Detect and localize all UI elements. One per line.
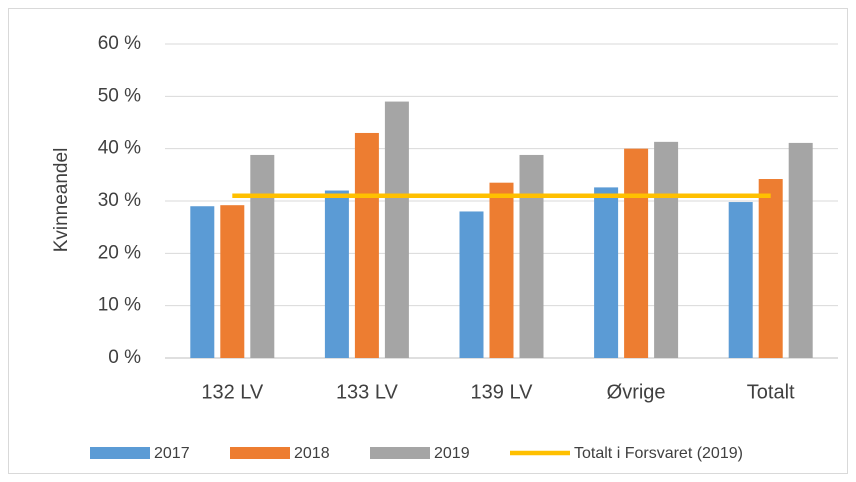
y-tick-label: 50 % xyxy=(98,85,141,106)
x-tick-label: Totalt xyxy=(747,381,795,403)
bar xyxy=(788,142,813,358)
bar xyxy=(594,187,619,358)
x-tick-label: 133 LV xyxy=(336,381,399,403)
bar xyxy=(190,206,215,358)
bar xyxy=(250,154,275,358)
legend-label: 2018 xyxy=(294,445,330,462)
bar xyxy=(519,154,544,358)
bar xyxy=(459,211,484,358)
legend-label: 2017 xyxy=(154,445,190,462)
legend-swatch xyxy=(370,447,430,459)
bar xyxy=(220,205,245,358)
legend-swatch xyxy=(230,447,290,459)
legend-label: Totalt i Forsvaret (2019) xyxy=(574,445,743,462)
x-tick-label: 132 LV xyxy=(201,381,264,403)
y-axis-label: Kvinneandel xyxy=(51,148,72,253)
bar xyxy=(354,132,379,358)
legend-label: 2019 xyxy=(434,445,470,462)
y-tick-label: 20 % xyxy=(98,242,141,263)
legend-swatch xyxy=(90,447,150,459)
bar xyxy=(384,101,409,359)
y-tick-label: 0 % xyxy=(108,347,141,368)
y-tick-label: 30 % xyxy=(98,190,141,211)
bar xyxy=(728,202,753,358)
y-tick-label: 10 % xyxy=(98,295,141,316)
bar xyxy=(489,182,514,358)
y-tick-label: 40 % xyxy=(98,138,141,159)
y-tick-label: 60 % xyxy=(98,33,141,54)
bar xyxy=(654,141,679,358)
bar xyxy=(758,179,783,358)
x-tick-label: Øvrige xyxy=(607,381,666,403)
x-tick-label: 139 LV xyxy=(471,381,534,403)
bar xyxy=(324,190,349,358)
bar xyxy=(624,148,649,358)
chart-border xyxy=(8,8,848,474)
